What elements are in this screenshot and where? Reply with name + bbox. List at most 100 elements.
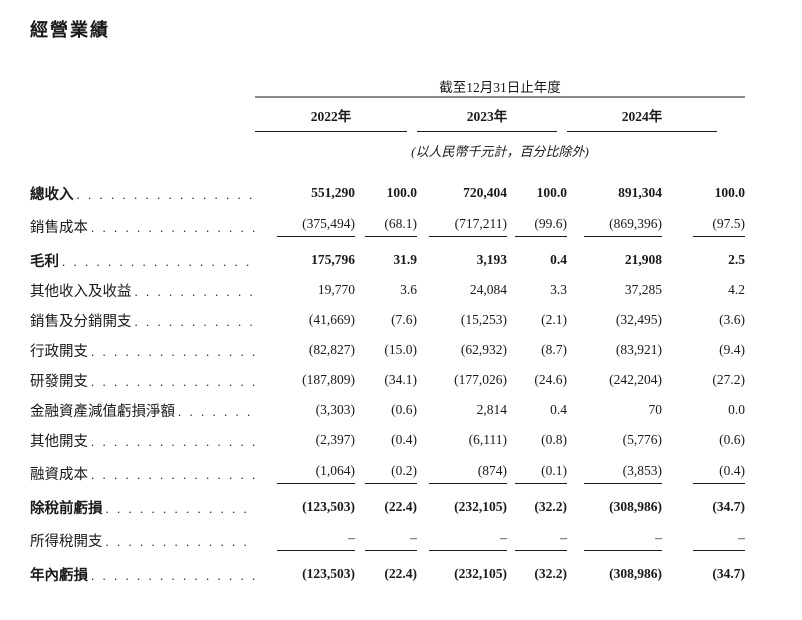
- row-label: 金融資產減值虧損淨額. . . . . . . . . . . . . . . …: [30, 395, 255, 425]
- value-cell: (97.5): [662, 208, 745, 245]
- dot-leader: . . . . . . . . . . . . . . . . . . . . …: [91, 467, 255, 482]
- percent-value: (15.0): [384, 342, 417, 357]
- value-cell: 551,290: [255, 178, 355, 208]
- amount-value: (717,211): [429, 216, 507, 237]
- value-cell: (717,211): [417, 208, 507, 245]
- percent-value: 0.4: [550, 252, 567, 267]
- row-label: 行政開支. . . . . . . . . . . . . . . . . . …: [30, 335, 255, 365]
- amount-value: (83,921): [615, 342, 662, 357]
- table-body: 總收入 . . . . . . . . . . . . . . . . . . .…: [30, 178, 745, 589]
- value-cell: –: [507, 522, 567, 559]
- value-cell: 24,084: [417, 275, 507, 305]
- value-cell: (2,397): [255, 425, 355, 455]
- amount-value: 551,290: [311, 185, 355, 200]
- value-cell: (32.2): [507, 559, 567, 589]
- table-row: 所得稅開支. . . . . . . . . . . . . . . . . .…: [30, 522, 745, 559]
- value-cell: (869,396): [567, 208, 662, 245]
- row-label: 毛利. . . . . . . . . . . . . . . . . . . …: [30, 245, 255, 275]
- value-cell: (0.8): [507, 425, 567, 455]
- amount-value: (232,105): [454, 566, 507, 581]
- row-label-text: 所得稅開支: [30, 534, 103, 550]
- percent-value: 0.4: [550, 402, 567, 417]
- row-label-text: 除稅前虧損: [30, 500, 103, 517]
- dot-leader: . . . . . . . . . . . . . . . . . . . . …: [105, 534, 256, 549]
- row-label: 總收入. . . . . . . . . . . . . . . . . . .…: [30, 178, 255, 208]
- value-cell: (8.7): [507, 335, 567, 365]
- row-label: 銷售及分銷開支. . . . . . . . . . . . . . . . .…: [30, 305, 255, 335]
- row-label-text: 年內虧損: [30, 567, 88, 584]
- amount-value: –: [277, 530, 355, 551]
- value-cell: (7.6): [355, 305, 417, 335]
- row-label: 銷售成本. . . . . . . . . . . . . . . . . . …: [30, 208, 255, 245]
- row-label-text: 融資成本: [30, 467, 88, 483]
- value-cell: (34.7): [662, 559, 745, 589]
- amount-value: (232,105): [454, 499, 507, 514]
- percent-value: –: [693, 530, 745, 551]
- table-row: 年內虧損. . . . . . . . . . . . . . . . . . …: [30, 559, 745, 589]
- amount-value: (242,204): [609, 372, 662, 387]
- year-header-2022: 2022年: [255, 97, 417, 132]
- table-row: 總收入. . . . . . . . . . . . . . . . . . .…: [30, 178, 745, 208]
- value-cell: (5,776): [567, 425, 662, 455]
- table-row: 其他收入及收益. . . . . . . . . . . . . . . . .…: [30, 275, 745, 305]
- value-cell: (242,204): [567, 365, 662, 395]
- percent-value: 2.5: [728, 252, 745, 267]
- value-cell: 0.4: [507, 395, 567, 425]
- value-cell: (177,026): [417, 365, 507, 395]
- value-cell: (27.2): [662, 365, 745, 395]
- row-label-text: 銷售及分銷開支: [30, 313, 132, 330]
- value-cell: (232,105): [417, 492, 507, 522]
- value-cell: (6,111): [417, 425, 507, 455]
- value-cell: –: [255, 522, 355, 559]
- amount-value: (62,932): [460, 342, 507, 357]
- value-cell: (0.6): [355, 395, 417, 425]
- percent-value: (34.1): [384, 372, 417, 387]
- value-cell: (0.6): [662, 425, 745, 455]
- amount-value: (3,853): [584, 463, 662, 484]
- percent-value: 31.9: [393, 252, 417, 267]
- row-label-text: 總收入: [30, 186, 74, 203]
- year-header-2023: 2023年: [417, 97, 567, 132]
- row-label: 所得稅開支. . . . . . . . . . . . . . . . . .…: [30, 522, 255, 559]
- value-cell: (3.6): [662, 305, 745, 335]
- value-cell: (62,932): [417, 335, 507, 365]
- amount-value: (375,494): [277, 216, 355, 237]
- row-label: 除稅前虧損. . . . . . . . . . . . . . . . . .…: [30, 492, 255, 522]
- row-label-text: 銷售成本: [30, 220, 88, 236]
- table-row: 研發開支. . . . . . . . . . . . . . . . . . …: [30, 365, 745, 395]
- value-cell: –: [355, 522, 417, 559]
- value-cell: 891,304: [567, 178, 662, 208]
- value-cell: (34.1): [355, 365, 417, 395]
- value-cell: (22.4): [355, 492, 417, 522]
- percent-value: (68.1): [365, 216, 417, 237]
- value-cell: 100.0: [662, 178, 745, 208]
- value-cell: 3.3: [507, 275, 567, 305]
- document-page: 經營業績 截至12月31日止年度 2022年 2023年 20: [0, 16, 802, 620]
- value-cell: 100.0: [355, 178, 417, 208]
- amount-value: 70: [648, 402, 663, 417]
- amount-value: 19,770: [317, 282, 355, 297]
- row-label: 年內虧損. . . . . . . . . . . . . . . . . . …: [30, 559, 255, 589]
- amount-value: 720,404: [463, 185, 507, 200]
- value-cell: (3,303): [255, 395, 355, 425]
- amount-value: 2,814: [476, 402, 507, 417]
- value-cell: (68.1): [355, 208, 417, 245]
- header-stub: [30, 70, 255, 97]
- amount-value: 3,193: [476, 252, 507, 267]
- value-cell: (0.2): [355, 455, 417, 492]
- percent-value: (32.2): [534, 566, 567, 581]
- amount-value: (123,503): [302, 499, 355, 514]
- value-cell: 4.2: [662, 275, 745, 305]
- value-cell: –: [662, 522, 745, 559]
- value-cell: (308,986): [567, 559, 662, 589]
- percent-value: (8.7): [541, 342, 567, 357]
- amount-value: 175,796: [311, 252, 355, 267]
- amount-value: (82,827): [308, 342, 355, 357]
- value-cell: (22.4): [355, 559, 417, 589]
- period-header: 截至12月31日止年度: [255, 70, 745, 98]
- dot-leader: . . . . . . . . . . . . . . . . . . . . …: [105, 500, 256, 516]
- value-cell: 70: [567, 395, 663, 425]
- amount-value: 24,084: [469, 282, 507, 297]
- percent-value: (99.6): [515, 216, 567, 237]
- table-row: 除稅前虧損. . . . . . . . . . . . . . . . . .…: [30, 492, 745, 522]
